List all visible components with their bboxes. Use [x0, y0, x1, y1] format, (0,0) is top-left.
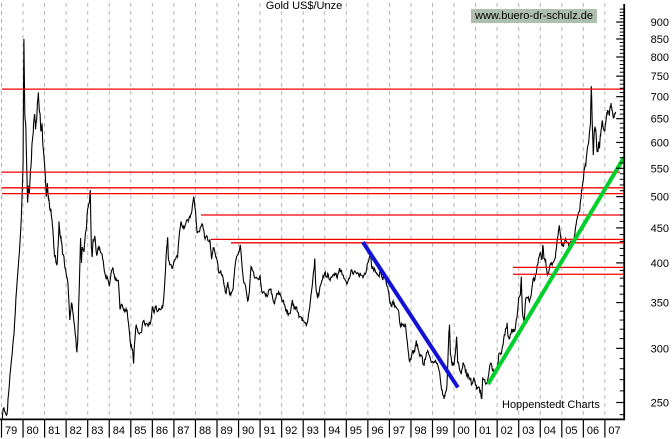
x-axis-label: 91 [264, 425, 276, 437]
uptrend-line [486, 156, 626, 386]
x-axis-label: 07 [608, 425, 620, 437]
chart-provider-credit: Hoppenstedt Charts [502, 399, 600, 411]
watermark-url: www.buero-dr-schulz.de [471, 9, 597, 23]
y-axis-label: 650 [651, 114, 669, 126]
y-axis-label: 400 [651, 258, 669, 270]
x-axis-label: 05 [565, 425, 577, 437]
x-axis-label: 80 [27, 425, 39, 437]
x-axis-label: 95 [350, 425, 362, 437]
y-axis-label: 350 [651, 298, 669, 310]
y-axis-label: 750 [651, 71, 669, 83]
x-axis-label: 82 [70, 425, 82, 437]
gold-price-line [1, 38, 617, 419]
x-axis-label: 87 [177, 425, 189, 437]
x-axis-label: 98 [414, 425, 426, 437]
x-axis-label: 01 [479, 425, 491, 437]
x-axis-label: 79 [5, 425, 17, 437]
y-axis-label: 450 [651, 223, 669, 235]
x-axis-label: 81 [48, 425, 60, 437]
x-axis-label: 96 [371, 425, 383, 437]
y-axis-label: 850 [651, 34, 669, 46]
y-axis-label: 700 [651, 92, 669, 104]
chart-title: Gold US$/Unze [265, 0, 343, 12]
x-axis-label: 00 [458, 425, 470, 437]
x-axis-label: 83 [91, 425, 103, 437]
x-axis-label: 85 [134, 425, 146, 437]
y-axis-label: 550 [651, 163, 669, 175]
x-axis-label: 94 [328, 425, 340, 437]
y-axis-label: 600 [651, 137, 669, 149]
x-axis-label: 97 [393, 425, 405, 437]
y-axis-label: 250 [651, 398, 669, 410]
x-axis-label: 86 [156, 425, 168, 437]
x-axis-label: 06 [587, 425, 599, 437]
x-axis-label: 04 [544, 425, 556, 437]
x-axis-label: 89 [221, 425, 233, 437]
y-axis-label: 500 [651, 192, 669, 204]
downtrend-line [361, 241, 460, 389]
x-axis-label: 90 [242, 425, 254, 437]
x-axis-label: 92 [285, 425, 297, 437]
x-axis-label: 02 [501, 425, 513, 437]
x-axis-label: 99 [436, 425, 448, 437]
x-axis-label: 93 [307, 425, 319, 437]
y-axis-label: 300 [651, 343, 669, 355]
x-axis-label: 03 [522, 425, 534, 437]
x-axis-label: 84 [113, 425, 125, 437]
y-axis-label: 900 [651, 17, 669, 29]
x-axis-label: 88 [199, 425, 211, 437]
y-axis-label: 800 [651, 52, 669, 64]
